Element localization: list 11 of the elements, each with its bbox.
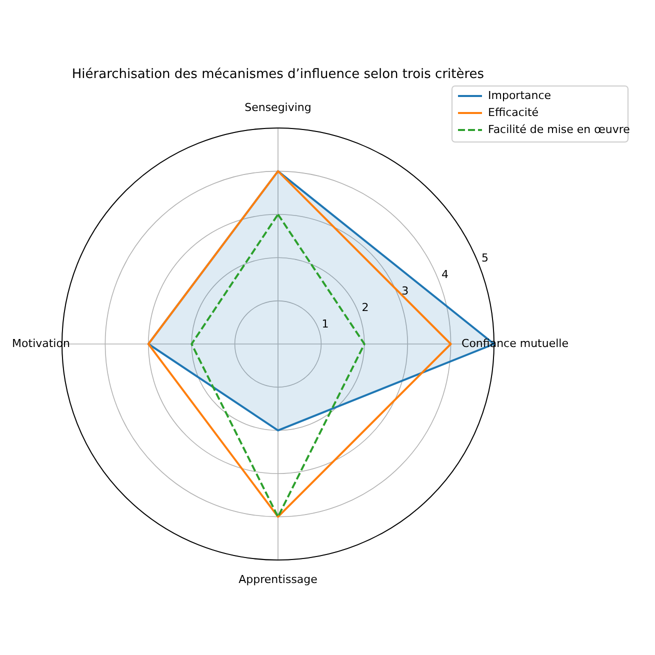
legend-label: Efficacité bbox=[488, 106, 539, 120]
spoke-label: Sensegiving bbox=[244, 101, 312, 114]
y-tick-label: 5 bbox=[481, 251, 488, 264]
y-tick-label: 2 bbox=[362, 300, 369, 314]
y-tick-label: 4 bbox=[442, 268, 449, 281]
spoke-label: Apprentissage bbox=[238, 573, 318, 586]
chart-title: Hiérarchisation des mécanismes d’influence selon trois critères bbox=[72, 67, 484, 82]
y-tick-label: 3 bbox=[402, 284, 409, 298]
legend-label: Facilité de mise en œuvre bbox=[488, 123, 630, 136]
y-tick-label: 1 bbox=[322, 317, 329, 330]
legend-label: Importance bbox=[488, 89, 552, 102]
